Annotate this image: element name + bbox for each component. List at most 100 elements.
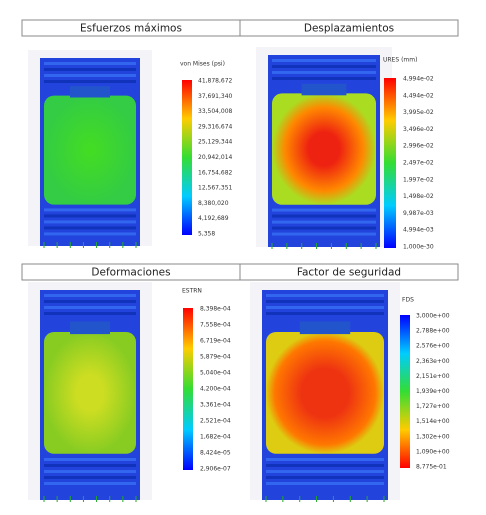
panel-header: Desplazamientos <box>304 23 394 35</box>
legend-label: 25,129,344 <box>198 139 233 146</box>
legend-label: 5,358 <box>198 231 215 238</box>
legend-label: 37,691,340 <box>198 93 233 100</box>
legend-label: 8,424e-05 <box>200 450 231 457</box>
cylinder-neck <box>70 86 110 98</box>
legend-label: 12,567,351 <box>198 185 233 192</box>
legend-label: 4,494e-02 <box>403 92 434 99</box>
legend-label: 2,151e+00 <box>416 373 450 380</box>
flange <box>272 214 376 218</box>
flange <box>266 300 384 303</box>
legend-label: 1,498e-02 <box>403 193 434 200</box>
legend-label: 16,754,682 <box>198 169 233 176</box>
flange <box>44 300 136 303</box>
legend-label: 3,496e-02 <box>403 126 434 133</box>
flange <box>44 62 136 65</box>
legend-label: 4,994e-02 <box>403 76 434 83</box>
legend-label: 8,398e-04 <box>200 306 231 313</box>
legend-label: 2,363e+00 <box>416 358 450 365</box>
flange <box>44 306 136 309</box>
flange <box>272 208 376 212</box>
panel-header: Esfuerzos máximos <box>80 23 182 35</box>
flange <box>44 294 136 297</box>
legend-title: ESTRN <box>182 288 202 295</box>
cylinder-body <box>266 332 384 454</box>
flange <box>44 476 136 479</box>
flange <box>44 80 136 83</box>
color-bar <box>384 78 396 248</box>
flange <box>266 470 384 473</box>
cylinder-neck <box>70 321 110 335</box>
flange <box>44 464 136 467</box>
legend-label: 9,987e-03 <box>403 210 434 217</box>
header-cell <box>239 19 459 37</box>
flange <box>44 312 136 315</box>
legend-label: 3,000e+00 <box>416 313 450 320</box>
flange <box>266 482 384 485</box>
flange <box>266 306 384 309</box>
color-bar <box>183 308 193 470</box>
legend-label: 2,996e-02 <box>403 143 434 150</box>
cylinder-neck <box>299 321 351 335</box>
legend-label: 2,497e-02 <box>403 160 434 167</box>
flange <box>272 232 376 236</box>
legend-title: von Mises (psi) <box>180 61 225 68</box>
flange <box>272 71 376 74</box>
legend-label: 1,090e+00 <box>416 448 450 455</box>
flange <box>272 77 376 80</box>
cylinder-body <box>272 93 376 205</box>
flange <box>44 470 136 473</box>
flange <box>44 214 136 218</box>
cylinder-neck <box>301 83 347 96</box>
flange <box>272 220 376 224</box>
panel-header: Factor de seguridad <box>297 267 401 279</box>
cylinder-body <box>44 332 136 454</box>
legend-label: 2,576e+00 <box>416 343 450 350</box>
flange <box>44 68 136 71</box>
header-cell <box>239 263 459 281</box>
flange <box>272 65 376 68</box>
legend-title: URES (mm) <box>383 57 417 64</box>
legend-label: 1,939e+00 <box>416 388 450 395</box>
legend-label: 2,906e-07 <box>200 466 231 473</box>
legend-label: 8,380,020 <box>198 200 229 207</box>
legend-label: 2,521e-04 <box>200 418 231 425</box>
legend-label: 1,000e-30 <box>403 244 434 251</box>
legend-label: 29,316,674 <box>198 123 233 130</box>
flange <box>44 220 136 224</box>
flange <box>44 226 136 230</box>
legend-label: 6,719e-04 <box>200 338 231 345</box>
legend-label: 1,727e+00 <box>416 403 450 410</box>
legend-label: 33,504,008 <box>198 108 233 115</box>
legend-label: 5,040e-04 <box>200 370 231 377</box>
legend-label: 4,200e-04 <box>200 386 231 393</box>
color-bar <box>182 80 192 235</box>
flange <box>44 74 136 77</box>
flange <box>272 226 376 230</box>
legend-label: 3,995e-02 <box>403 109 434 116</box>
legend-label: 3,361e-04 <box>200 402 231 409</box>
legend-label: 1,302e+00 <box>416 433 450 440</box>
legend-label: 4,994e-03 <box>403 227 434 234</box>
cylinder-body <box>44 95 136 205</box>
flange <box>44 232 136 236</box>
flange <box>266 476 384 479</box>
flange <box>44 458 136 461</box>
flange <box>44 208 136 212</box>
color-bar <box>400 315 410 468</box>
flange <box>266 458 384 461</box>
legend-label: 5,879e-04 <box>200 354 231 361</box>
legend-label: 7,558e-04 <box>200 322 231 329</box>
legend-label: 2,788e+00 <box>416 328 450 335</box>
legend-title: FDS <box>402 297 414 304</box>
legend-label: 8,775e-01 <box>416 464 447 471</box>
legend-label: 1,682e-04 <box>200 434 231 441</box>
legend-label: 4,192,689 <box>198 215 229 222</box>
flange <box>266 294 384 297</box>
flange <box>272 59 376 62</box>
legend-label: 41,878,672 <box>198 78 233 85</box>
legend-label: 1,514e+00 <box>416 418 450 425</box>
flange <box>266 464 384 467</box>
legend-label: 1,997e-02 <box>403 176 434 183</box>
